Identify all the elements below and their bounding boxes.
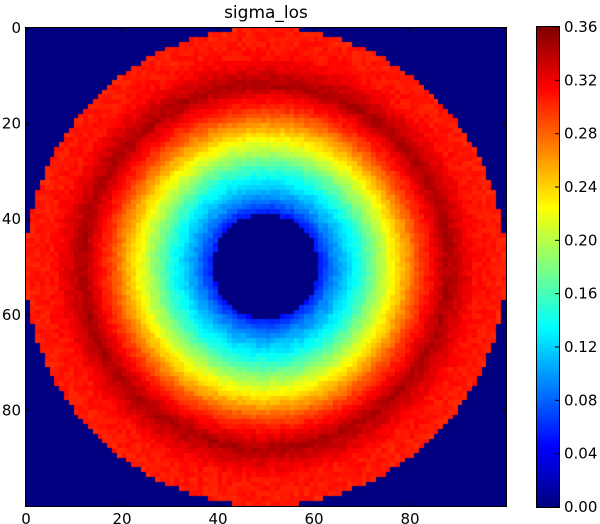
x-tick-label: 20 (112, 510, 131, 524)
colorbar-axis: 0.00 0.04 0.08 0.12 0.16 0.20 0.24 0.28 0.32 0.36 (555, 18, 597, 516)
colorbar-tick-label: 0.08 (564, 391, 597, 409)
colorbar-tick-label: 0.28 (564, 125, 597, 143)
plot-frame (25, 27, 507, 507)
colorbar-tick-label: 0.12 (564, 338, 597, 356)
y-tick-label: 0 (11, 19, 21, 37)
x-tick-label: 0 (21, 510, 31, 524)
colorbar-tick-label: 0.24 (564, 178, 597, 196)
y-axis: 0 20 40 60 80 (2, 19, 506, 419)
chart-title: sigma_los (224, 3, 308, 23)
colorbar-tick-label: 0.04 (564, 445, 597, 463)
colorbar-tick-label: 0.16 (564, 285, 597, 303)
colorbar-tick-label: 0.32 (564, 71, 597, 89)
colorbar-gradient (537, 27, 559, 507)
x-tick-label: 40 (208, 510, 227, 524)
colorbar-tick-label: 0.20 (564, 231, 597, 249)
y-tick-label: 60 (2, 306, 21, 324)
x-tick-label: 60 (304, 510, 323, 524)
x-tick-label: 80 (400, 510, 419, 524)
y-tick-label: 40 (2, 210, 21, 228)
colorbar-tick-label: 0.36 (564, 18, 597, 36)
colorbar-tick-label: 0.00 (564, 498, 597, 516)
x-axis: 0 20 40 60 80 (21, 28, 420, 524)
y-tick-label: 80 (2, 401, 21, 419)
heatmap-image (26, 28, 506, 506)
y-tick-label: 20 (2, 115, 21, 133)
colorbar-frame (536, 26, 560, 508)
